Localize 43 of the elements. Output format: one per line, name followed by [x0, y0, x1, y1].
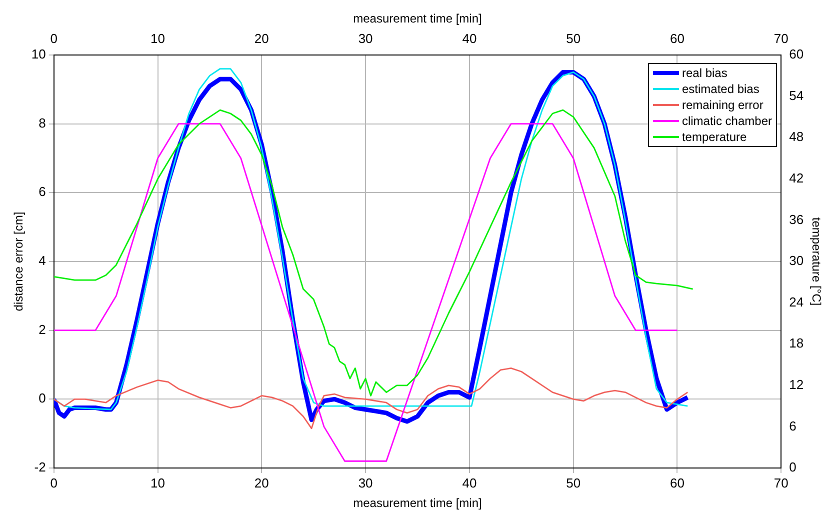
y-tick-label: 2 — [38, 322, 46, 337]
legend-label: remaining error — [682, 98, 764, 112]
y2-tick-label: 36 — [789, 212, 804, 227]
y2-tick-label: 18 — [789, 336, 804, 351]
y2-tick-label: 30 — [789, 253, 804, 268]
x-tick-label: 70 — [774, 475, 788, 490]
y-tick-label: -2 — [34, 460, 46, 475]
y-tick-label: 6 — [38, 184, 46, 200]
y2-tick-label: 0 — [789, 460, 796, 475]
y2-tick-label: 48 — [789, 129, 804, 144]
x2-tick-label: 10 — [150, 30, 165, 46]
y-tick-label: 10 — [31, 46, 46, 62]
y2-tick-label: 42 — [789, 170, 804, 186]
x-tick-label: 10 — [150, 475, 165, 490]
legend-label: temperature — [682, 130, 747, 144]
x2-tick-label: 70 — [774, 30, 788, 46]
x2-tick-label: 0 — [50, 30, 58, 46]
x-tick-label: 50 — [566, 475, 581, 490]
x-tick-label: 30 — [358, 475, 373, 490]
x2-tick-label: 30 — [358, 30, 373, 46]
legend-label: estimated bias — [682, 82, 760, 96]
legend-label: real bias — [682, 66, 728, 80]
x2-tick-label: 50 — [566, 30, 581, 46]
x2-axis-title: measurement time [min] — [353, 12, 482, 26]
x2-tick-label: 60 — [670, 30, 684, 46]
x-tick-label: 60 — [670, 475, 684, 490]
legend-label: climatic chamber — [682, 114, 772, 128]
x-axis-title: measurement time [min] — [353, 496, 482, 510]
x-tick-label: 0 — [50, 475, 58, 490]
y2-tick-label: 12 — [789, 376, 804, 392]
y2-tick-label: 24 — [789, 294, 804, 310]
y-tick-label: 0 — [38, 390, 46, 406]
y2-tick-label: 60 — [789, 46, 804, 62]
y-axis-title: distance error [cm] — [12, 212, 26, 312]
x-tick-label: 40 — [462, 475, 477, 490]
y2-tick-label: 6 — [789, 418, 796, 434]
y-tick-label: 4 — [38, 253, 46, 268]
y-tick-label: 8 — [38, 115, 46, 130]
x2-tick-label: 40 — [462, 30, 477, 46]
y2-axis-title: temperature [°C] — [809, 217, 824, 306]
y2-tick-label: 54 — [789, 88, 804, 103]
x-tick-label: 20 — [254, 475, 269, 490]
x2-tick-label: 20 — [254, 30, 269, 46]
